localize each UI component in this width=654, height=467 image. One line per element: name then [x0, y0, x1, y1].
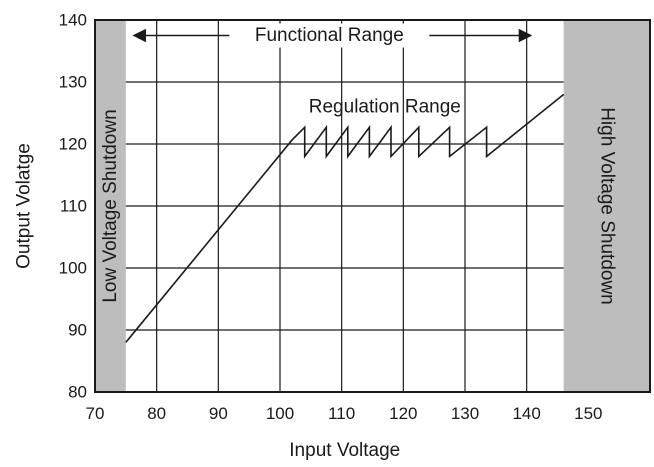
y-tick-label-2: 100: [59, 259, 87, 278]
x-tick-label-2: 90: [209, 404, 228, 423]
range-label-background: [229, 23, 430, 48]
x-tick-label-1: 80: [147, 404, 166, 423]
shutdown-region-1: [563, 20, 650, 392]
y-tick-label-6: 140: [59, 11, 87, 30]
plot-frame: [94, 19, 651, 393]
functional-range-label: Functional Range: [255, 25, 404, 46]
regulation-range-label: Regulation Range: [309, 96, 461, 117]
y-axis-title: Output Volatge: [14, 143, 35, 269]
x-tick-label-4: 110: [328, 404, 355, 423]
y-tick-label-0: 80: [68, 383, 87, 402]
shutdown-region-label-0: Low Voltage Shutdown: [100, 109, 121, 302]
y-tick-label-4: 120: [59, 135, 87, 154]
x-axis-title: Input Voltage: [289, 440, 400, 461]
x-tick-label-5: 120: [389, 404, 417, 423]
y-tick-label-5: 130: [59, 73, 87, 92]
x-tick-label-7: 140: [512, 404, 540, 423]
shutdown-region-0: [95, 20, 126, 392]
x-tick-label-3: 100: [266, 404, 294, 423]
y-tick-label-3: 110: [60, 197, 87, 216]
x-tick-label-6: 130: [451, 404, 479, 423]
shutdown-region-label-1: High Voltage Shutdown: [596, 107, 617, 305]
x-tick-label-8: 150: [574, 404, 602, 423]
series-line-0: [125, 93, 565, 343]
y-tick-label-1: 90: [68, 321, 87, 340]
x-tick-label-0: 70: [86, 404, 105, 423]
